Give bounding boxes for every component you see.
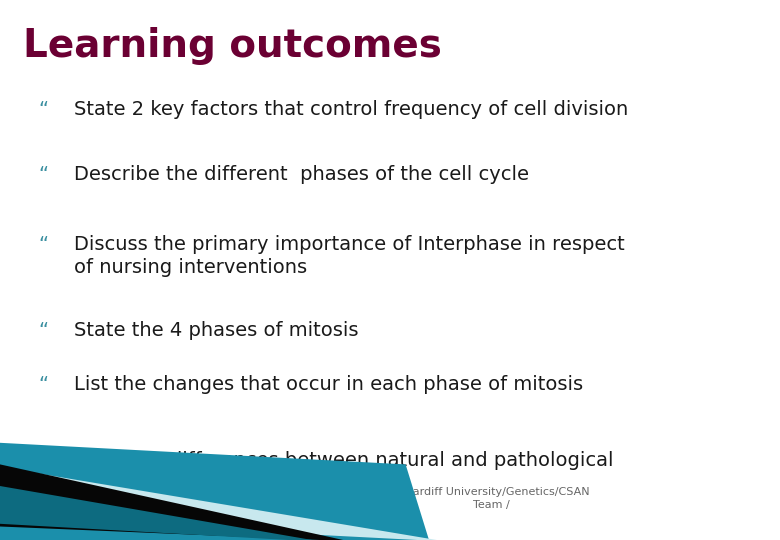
Text: ©Cardiff University/Genetics/CSAN
Team /: ©Cardiff University/Genetics/CSAN Team / [394, 487, 589, 510]
Text: “: “ [38, 235, 48, 254]
Text: “: “ [38, 375, 48, 394]
Text: State the differences between natural and pathological
cell death: State the differences between natural an… [74, 451, 614, 492]
Polygon shape [0, 486, 312, 540]
Text: “: “ [38, 100, 48, 119]
Text: List the changes that occur in each phase of mitosis: List the changes that occur in each phas… [74, 375, 583, 394]
Polygon shape [0, 467, 437, 540]
Text: State the 4 phases of mitosis: State the 4 phases of mitosis [74, 321, 359, 340]
Text: Discuss the primary importance of Interphase in respect
of nursing interventions: Discuss the primary importance of Interp… [74, 235, 625, 276]
Text: State 2 key factors that control frequency of cell division: State 2 key factors that control frequen… [74, 100, 629, 119]
Polygon shape [0, 443, 429, 540]
Text: Learning outcomes: Learning outcomes [23, 27, 442, 65]
Text: Describe the different  phases of the cell cycle: Describe the different phases of the cel… [74, 165, 529, 184]
Polygon shape [0, 464, 343, 540]
Text: “: “ [38, 321, 48, 340]
Text: “: “ [38, 451, 48, 470]
Text: “: “ [38, 165, 48, 184]
